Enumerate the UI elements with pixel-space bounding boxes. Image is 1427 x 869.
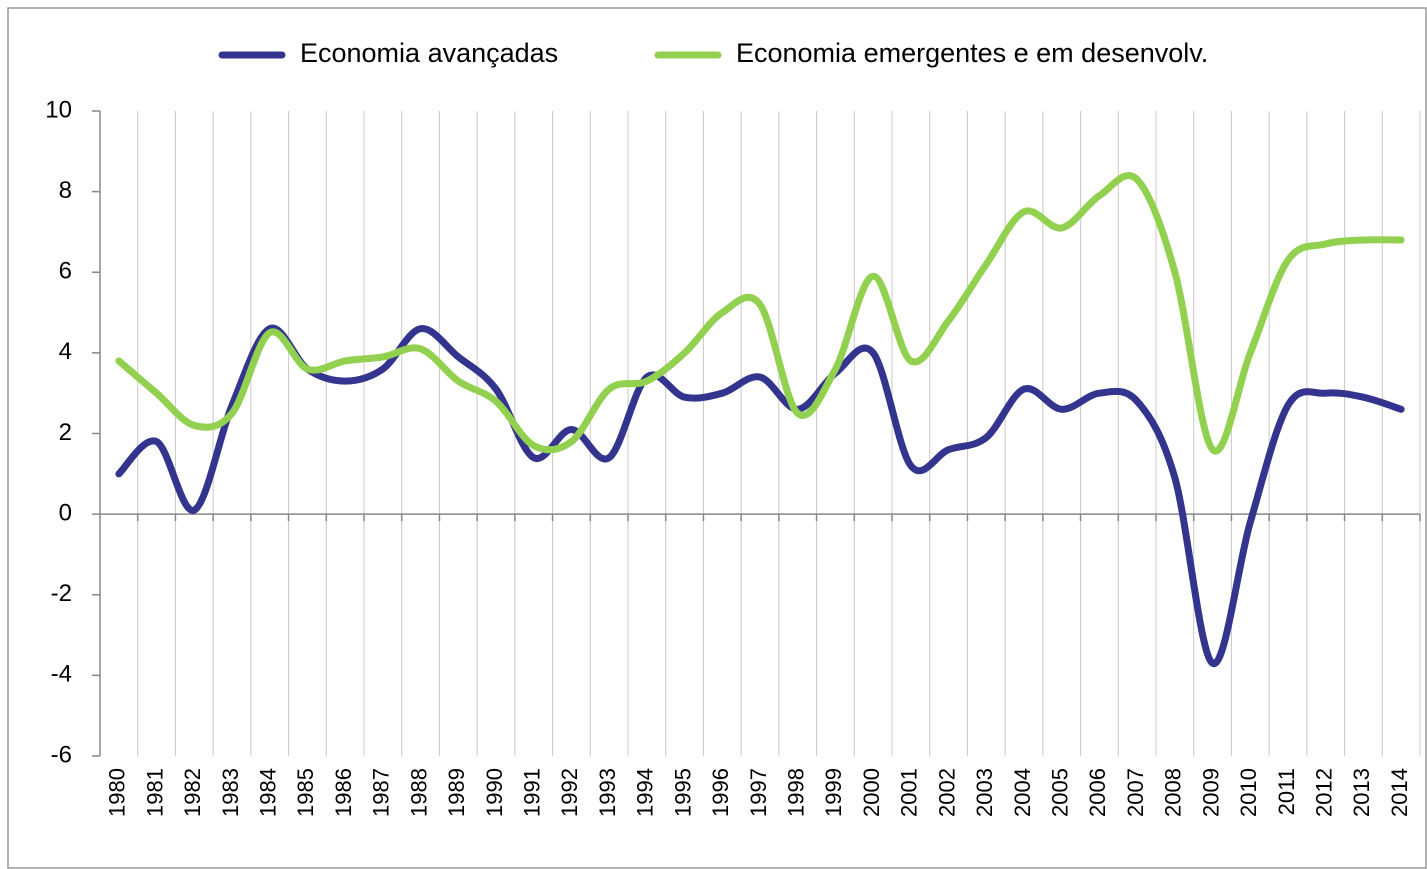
x-tick-label: 2002	[934, 768, 959, 817]
legend-label: Economia emergentes e em desenvolv.	[736, 38, 1208, 68]
y-tick-label: 10	[45, 96, 72, 123]
x-tick-label: 2001	[897, 768, 922, 817]
x-tick-label: 2008	[1161, 768, 1186, 817]
x-tick-label: 1987	[369, 768, 394, 817]
x-tick-label: 1994	[633, 768, 658, 817]
y-tick-label: 4	[59, 338, 72, 365]
x-tick-label: 2004	[1010, 768, 1035, 817]
x-tick-label: 2007	[1123, 768, 1148, 817]
x-tick-label: 2014	[1387, 768, 1412, 817]
x-tick-label: 1981	[142, 768, 167, 817]
x-tick-label: 2010	[1236, 768, 1261, 817]
x-tick-label: 2012	[1312, 768, 1337, 817]
x-tick-label: 1998	[784, 768, 809, 817]
x-tick-label: 1980	[105, 768, 130, 817]
x-tick-label: 2009	[1198, 768, 1223, 817]
x-tick-label: 1991	[520, 768, 545, 817]
x-tick-label: 1990	[482, 768, 507, 817]
x-tick-label: 1996	[708, 768, 733, 817]
y-tick-label: 8	[59, 177, 72, 204]
legend-label: Economia avançadas	[300, 38, 558, 68]
x-tick-label: 1985	[293, 768, 318, 817]
x-tick-label: 1995	[670, 768, 695, 817]
x-tick-label: 1983	[218, 768, 243, 817]
x-tick-label: 1997	[746, 768, 771, 817]
x-tick-label: 1988	[406, 768, 431, 817]
y-tick-label: 0	[59, 499, 72, 526]
y-tick-label: -4	[51, 661, 72, 688]
chart-frame	[7, 7, 1427, 869]
x-tick-label: 2013	[1349, 768, 1374, 817]
x-tick-label: 1982	[180, 768, 205, 817]
x-tick-label: 2003	[972, 768, 997, 817]
x-tick-label: 1986	[331, 768, 356, 817]
x-tick-label: 1989	[444, 768, 469, 817]
x-tick-label: 2006	[1085, 768, 1110, 817]
series-line	[115, 324, 1405, 667]
y-tick-label: 2	[59, 419, 72, 446]
x-tick-label: 1999	[821, 768, 846, 817]
y-tick-label: -2	[51, 580, 72, 607]
series-line	[115, 172, 1405, 455]
x-tick-label: 1992	[557, 768, 582, 817]
x-tick-label: 2000	[859, 768, 884, 817]
x-tick-label: 1984	[256, 768, 281, 817]
y-tick-label: 6	[59, 258, 72, 285]
x-tick-label: 2005	[1048, 768, 1073, 817]
y-tick-label: -6	[51, 741, 72, 768]
x-tick-label: 1993	[595, 768, 620, 817]
x-tick-label: 2011	[1274, 768, 1299, 815]
